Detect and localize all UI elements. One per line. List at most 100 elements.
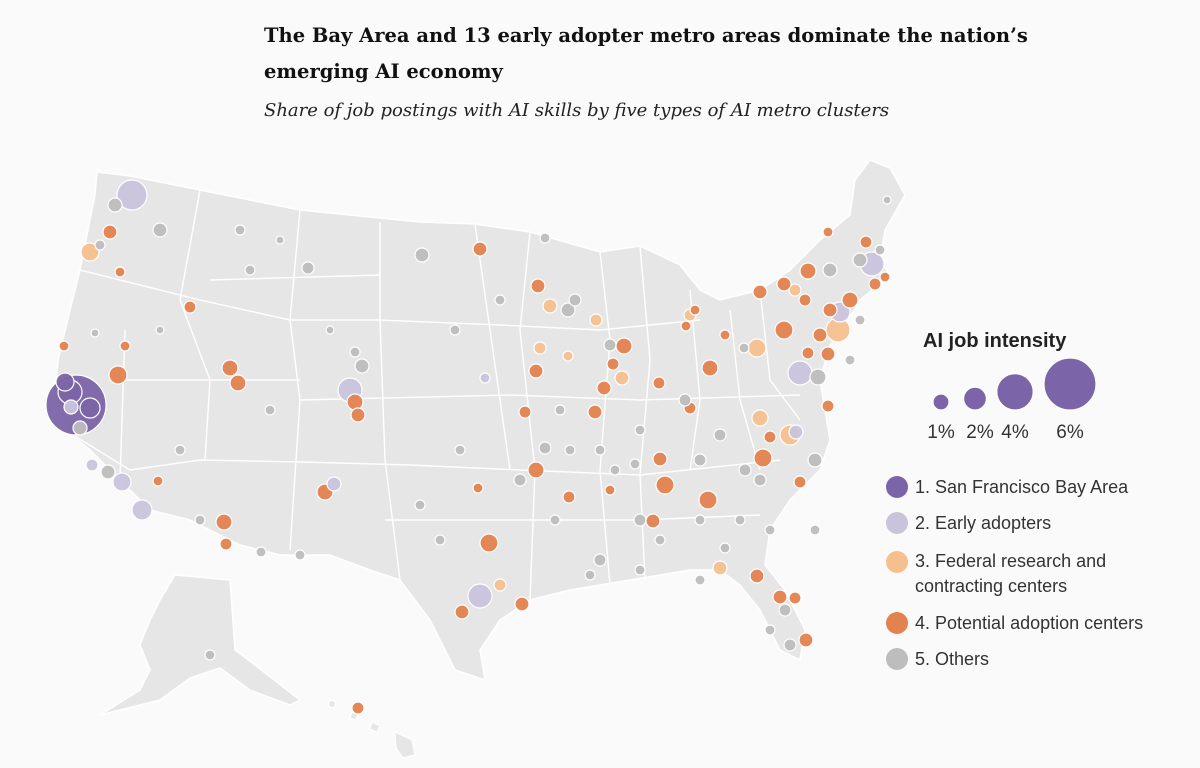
- metro-bubble: [326, 476, 342, 492]
- metro-bubble: [183, 300, 197, 314]
- metro-bubble: [479, 533, 499, 553]
- metro-bubble: [764, 624, 776, 636]
- metro-bubble: [652, 376, 666, 390]
- metro-bubble: [562, 350, 574, 362]
- legend-dot-bay-area: [886, 476, 908, 498]
- metro-bubble: [587, 404, 603, 420]
- metro-bubble: [694, 574, 706, 586]
- legend-dot-potential: [886, 612, 908, 634]
- metro-bubble: [58, 340, 70, 352]
- legend-size-bubble: [962, 386, 987, 411]
- metro-bubble: [568, 293, 582, 307]
- metro-bubble: [807, 452, 823, 468]
- metro-bubble: [778, 603, 792, 617]
- metro-bubble: [747, 338, 767, 358]
- metro-bubble: [155, 325, 165, 335]
- metro-bubble: [275, 235, 285, 245]
- chart-title: The Bay Area and 13 early adopter metro …: [264, 24, 1028, 83]
- metro-bubble: [753, 448, 773, 468]
- metro-bubble: [844, 354, 856, 366]
- metro-bubble: [868, 277, 882, 291]
- metro-bubble: [325, 325, 335, 335]
- metro-bubble: [629, 458, 641, 470]
- metro-bubble: [528, 363, 544, 379]
- metro-bubble: [809, 368, 827, 386]
- metro-bubble: [215, 513, 233, 531]
- metro-bubble: [694, 514, 706, 526]
- metro-bubble: [645, 513, 661, 529]
- metro-bubble: [593, 553, 607, 567]
- metro-bubble: [633, 513, 647, 527]
- metro-bubble: [152, 475, 164, 487]
- metro-bubble: [112, 472, 132, 492]
- metro-bubble: [812, 327, 828, 343]
- metro-bubble: [234, 224, 246, 236]
- metro-bubble: [596, 380, 612, 396]
- legend-label: 1. San Francisco Bay Area: [915, 477, 1129, 497]
- metro-bubble: [564, 444, 576, 456]
- metro-bubble: [689, 304, 701, 316]
- metro-bubble: [494, 294, 506, 306]
- metro-bubble: [680, 320, 692, 332]
- metro-bubble: [539, 232, 551, 244]
- metro-bubble: [560, 302, 576, 318]
- metro-bubble: [244, 264, 256, 276]
- legend-size-bubble: [996, 372, 1034, 411]
- metro-bubble: [752, 284, 768, 300]
- metro-bubble: [603, 338, 617, 352]
- metro-bubble: [751, 409, 769, 427]
- metro-bubble: [562, 490, 576, 504]
- metro-bubble: [874, 244, 886, 256]
- metro-bubble: [349, 346, 361, 358]
- land-layer: [54, 159, 906, 759]
- metro-bubble: [454, 604, 470, 620]
- metro-bubble: [131, 499, 153, 521]
- metro-bubble: [55, 372, 75, 392]
- metro-bubble: [634, 424, 646, 436]
- legend-label: 5. Others: [915, 649, 990, 669]
- metro-bubble: [738, 342, 750, 354]
- legend-label: 4. Potential adoption centers: [915, 613, 1144, 633]
- state-borders: [64, 189, 801, 601]
- legend-dot-early-adopters: [886, 512, 908, 534]
- metro-bubble: [841, 291, 859, 309]
- metro-bubble: [606, 357, 620, 371]
- metro-bubble: [204, 649, 216, 661]
- metro-bubble: [701, 359, 719, 377]
- metro-bubble: [678, 393, 692, 407]
- metro-bubble: [882, 195, 892, 205]
- legend-size-label-6: 6%: [1056, 422, 1084, 443]
- metro-bubble: [513, 473, 527, 487]
- metro-bubble: [107, 197, 123, 213]
- metro-bubble: [822, 262, 838, 278]
- metro-bubble: [472, 241, 488, 257]
- metro-bubble: [350, 407, 366, 423]
- metro-bubble: [712, 560, 728, 576]
- metro-bubble: [530, 278, 546, 294]
- legend-size-bubble: [1043, 357, 1097, 411]
- metro-bubble: [102, 224, 118, 240]
- metro-bubble: [594, 444, 606, 456]
- metro-bubble: [614, 370, 630, 386]
- metro-bubble: [879, 271, 891, 283]
- metro-bubble: [820, 346, 836, 362]
- metro-bubble: [554, 404, 566, 416]
- metro-bubble: [584, 569, 596, 581]
- metro-bubble: [414, 499, 426, 511]
- metro-bubble: [221, 359, 239, 377]
- metro-bubble: [854, 314, 866, 326]
- metro-bubble: [713, 428, 727, 442]
- legend-dot-federal: [886, 551, 908, 573]
- metro-bubble: [454, 444, 466, 456]
- metro-bubble: [538, 441, 552, 455]
- metro-bubble: [229, 374, 247, 392]
- metro-bubble: [174, 444, 186, 456]
- legend-size-label-2: 2%: [966, 422, 994, 443]
- metro-bubble: [852, 252, 868, 268]
- metro-bubble: [114, 266, 126, 278]
- metro-bubble: [542, 298, 558, 314]
- metro-bubble: [772, 589, 788, 605]
- metro-bubble: [774, 320, 794, 340]
- metro-bubble: [783, 638, 797, 652]
- metro-bubble: [763, 430, 777, 444]
